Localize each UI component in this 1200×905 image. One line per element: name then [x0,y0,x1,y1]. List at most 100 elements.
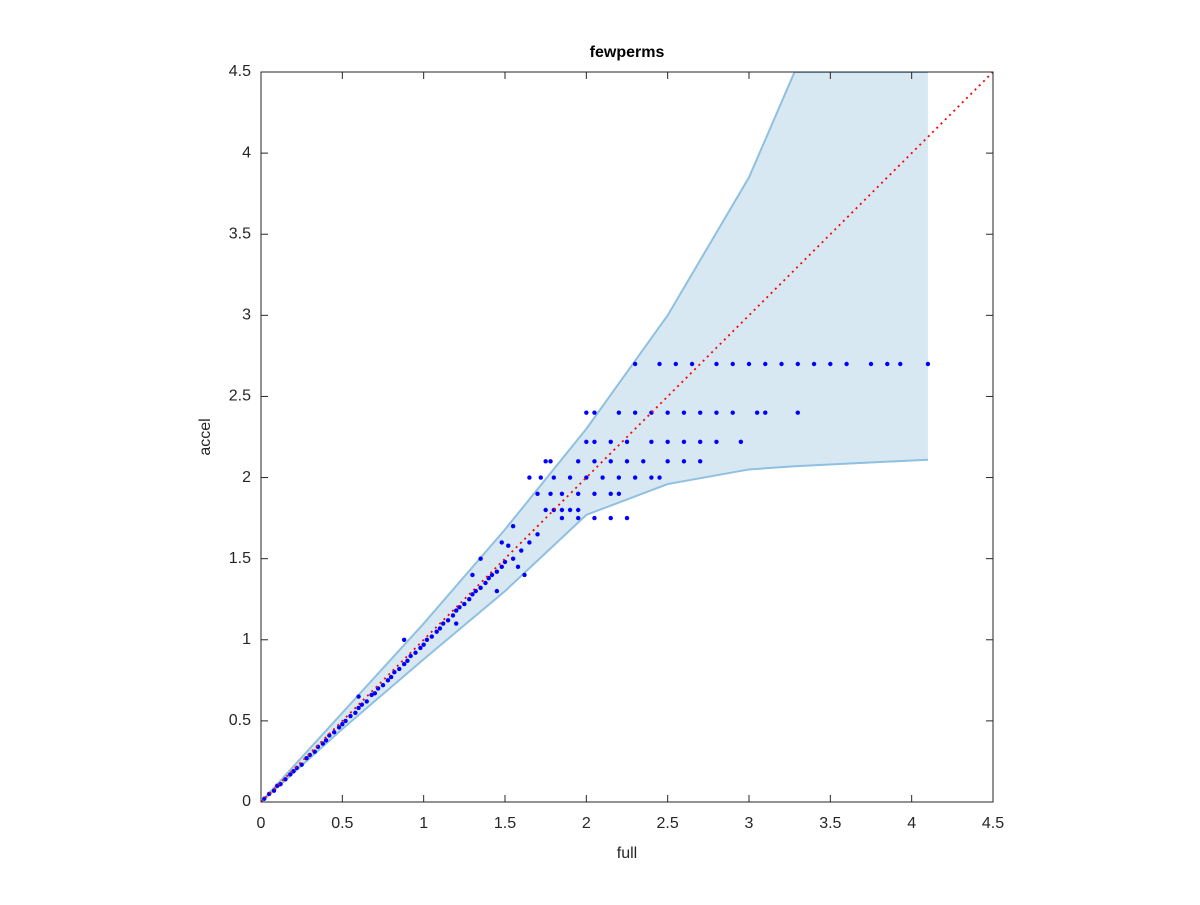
scatter-point [649,475,654,480]
scatter-point [535,532,540,537]
scatter-point [624,515,630,521]
scatter-point [548,459,553,464]
scatter-point [548,491,553,496]
scatter-point [730,361,735,367]
scatter-point [527,540,532,545]
scatter-point [405,658,410,664]
scatter-point [510,556,516,561]
scatter-point [665,439,670,445]
x-tick-label: 4.5 [982,815,1004,832]
scatter-point [462,601,467,607]
scatter-point [413,650,418,655]
scatter-point [738,439,744,445]
scatter-point [689,361,695,367]
scatter-point [608,515,613,521]
scatter-point [559,507,565,513]
scatter-point [429,634,434,639]
x-tick-label: 3 [745,815,754,832]
scatter-point [681,410,687,415]
scatter-point [348,713,353,719]
scatter-point [364,699,369,704]
scatter-point [608,439,613,445]
scatter-point [499,564,504,569]
scatter-point [499,540,504,545]
plot-area [261,72,993,802]
scatter-point [467,597,472,602]
scatter-point [576,491,581,496]
scatter-point [898,361,903,367]
x-axis-label: full [617,845,637,862]
scatter-point [494,588,500,594]
scatter-point [454,621,459,626]
scatter-point [291,768,296,774]
y-tick-label: 2.5 [229,388,251,405]
scatter-point [795,410,800,415]
scatter-point [624,459,630,464]
chart-title: fewperms [590,44,665,61]
scatter-point [754,410,760,415]
scatter-point [304,756,309,761]
scatter-point [470,572,475,578]
scatter-point [527,475,532,480]
scatter-point [795,361,800,367]
scatter-point [336,725,342,730]
y-tick-label: 0.5 [229,712,251,729]
scatter-point [470,592,475,597]
scatter-point [641,459,646,464]
scatter-point [372,691,378,696]
scatter-point [592,459,597,464]
scatter-point [844,361,849,367]
scatter-point [494,569,500,574]
scatter-point [327,733,332,738]
scatter-point [353,710,358,715]
y-tick-label: 4.5 [229,63,251,80]
scatter-point [714,439,719,445]
scatter-point [698,439,703,445]
scatter-point [332,730,337,735]
scatter-point [283,777,288,782]
scatter-point [576,507,581,513]
scatter-point [567,475,573,480]
scatter-point [551,475,556,480]
scatter-point [385,678,391,683]
scatter-point [584,410,589,415]
scatter-point [359,702,365,707]
scatter-point [278,781,283,787]
scatter-point [592,439,597,445]
x-tick-label: 3.5 [819,815,841,832]
scatter-point [624,439,630,445]
scatter-point [592,491,597,496]
scatter-point [340,721,345,727]
scatter-point [632,361,638,367]
scatter-point [567,507,573,513]
scatter-point [489,572,495,578]
scatter-point [559,515,565,521]
scatter-point [714,410,719,415]
scatter-point [584,439,589,445]
scatter-point [649,439,654,445]
scatter-point [522,572,527,578]
scatter-point [434,629,439,634]
axes-box [260,71,994,803]
scatter-point [408,653,413,659]
scatter-point [885,361,890,367]
x-tick-label: 0.5 [331,815,353,832]
scatter-point [478,585,483,591]
scatter-point [746,361,752,367]
scatter-point [592,515,597,521]
scatter-point [515,564,521,569]
scatter-point [616,491,622,496]
scatter-point [763,361,768,367]
scatter-point [543,459,548,464]
scatter-point [600,475,605,480]
y-tick-label: 3 [242,307,251,324]
scatter-point [397,666,402,672]
scatter-point [356,705,361,711]
scatter-point [632,475,638,480]
scatter-point [608,491,613,496]
scatter-point [698,459,703,464]
scatter-point [681,439,687,445]
scatter-point [576,459,581,464]
scatter-point [868,361,874,367]
